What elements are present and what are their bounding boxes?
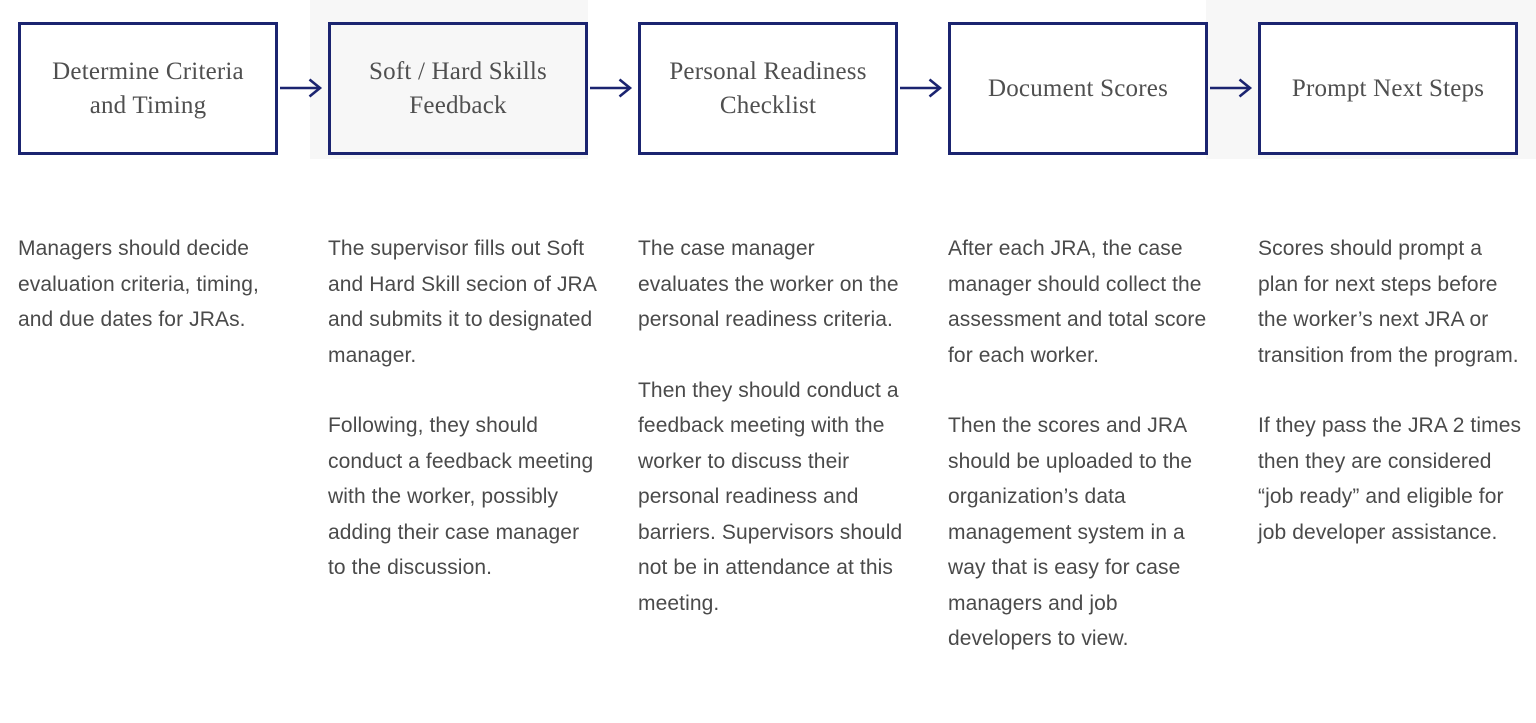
step-box-determine-criteria: Determine Criteria and Timing bbox=[18, 22, 278, 155]
description-paragraph: Scores should prompt a plan for next ste… bbox=[1258, 237, 1519, 367]
arrow-right-icon bbox=[898, 75, 948, 101]
step-box-prompt-next-steps: Prompt Next Steps bbox=[1258, 22, 1518, 155]
shaded-column-background-step2 bbox=[310, 0, 588, 159]
step-box-document-scores: Document Scores bbox=[948, 22, 1208, 155]
step-description-personal-readiness: The case manager evaluates the worker on… bbox=[638, 231, 908, 621]
arrow-right-icon bbox=[588, 75, 638, 101]
arrow-right-icon bbox=[278, 75, 328, 101]
step-description-document-scores: After each JRA, the case manager should … bbox=[948, 231, 1218, 657]
step-description-prompt-next-steps: Scores should prompt a plan for next ste… bbox=[1258, 231, 1528, 550]
step-box-personal-readiness: Personal Readiness Checklist bbox=[638, 22, 898, 155]
description-paragraph: If they pass the JRA 2 times then they a… bbox=[1258, 414, 1522, 544]
step-description-soft-hard-skills: The supervisor fills out Soft and Hard S… bbox=[328, 231, 598, 586]
step-box-soft-hard-skills: Soft / Hard Skills Feedback bbox=[328, 22, 588, 155]
step-title: Determine Criteria and Timing bbox=[52, 57, 244, 119]
description-paragraph: The case manager evaluates the worker on… bbox=[638, 237, 899, 331]
step-title: Prompt Next Steps bbox=[1291, 74, 1485, 102]
description-paragraph: Then the scores and JRA should be upload… bbox=[948, 414, 1193, 650]
step-title: Document Scores bbox=[987, 74, 1169, 102]
description-paragraph: Following, they should conduct a feedbac… bbox=[328, 414, 594, 579]
description-paragraph: Managers should decide evaluation criter… bbox=[18, 237, 259, 331]
description-paragraph: After each JRA, the case manager should … bbox=[948, 237, 1207, 367]
step-title: Personal Readiness Checklist bbox=[669, 57, 867, 119]
arrow-right-icon bbox=[1208, 75, 1258, 101]
description-paragraph: Then they should conduct a feedback meet… bbox=[638, 378, 903, 615]
step-description-determine-criteria: Managers should decide evaluation criter… bbox=[18, 231, 288, 338]
description-paragraph: The supervisor fills out Soft and Hard S… bbox=[328, 237, 596, 367]
step-title: Soft / Hard Skills Feedback bbox=[369, 57, 547, 119]
